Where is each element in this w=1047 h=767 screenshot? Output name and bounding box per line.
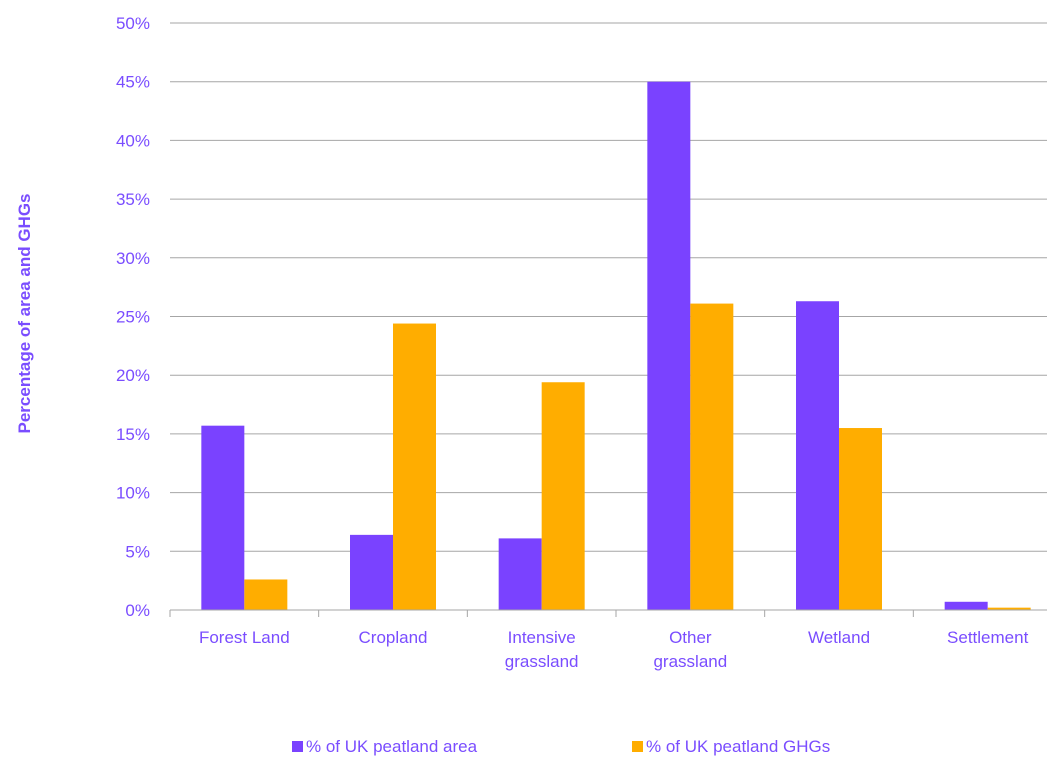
bar: [201, 425, 245, 610]
bar: [244, 579, 288, 610]
legend-swatch: [292, 741, 303, 752]
y-tick-label: 5%: [125, 542, 150, 561]
y-tick-label: 0%: [125, 601, 150, 620]
x-tick-label: Intensive grassland: [505, 628, 579, 671]
y-tick-label: 10%: [116, 484, 150, 503]
bar: [690, 303, 734, 610]
x-tick-label: Forest Land: [199, 628, 290, 647]
bar: [839, 428, 882, 610]
y-tick-label: 30%: [116, 249, 150, 268]
bar: [350, 534, 393, 610]
x-tick-label: Other grassland: [653, 628, 727, 671]
y-tick-label: 25%: [116, 308, 150, 327]
axes: [169, 609, 1047, 617]
x-tick-label: Settlement: [947, 628, 1029, 647]
labels: 0% 5% 10% 15% 20% 25% 30% 35% 40% 45% 50% Forest La…: [15, 14, 1029, 671]
legend-swatch: [632, 741, 643, 752]
y-tick-label: 15%: [116, 425, 150, 444]
legend-label: % of UK peatland area: [306, 737, 478, 756]
y-tick-label: 35%: [116, 190, 150, 209]
y-tick-label: 45%: [116, 73, 150, 92]
x-tick-label: Wetland: [808, 628, 870, 647]
y-tick-label: 50%: [116, 14, 150, 33]
bar: [796, 301, 839, 610]
x-tick-label: Cropland: [359, 628, 428, 647]
bar: [393, 323, 436, 610]
bars: [201, 81, 1031, 610]
y-tick-label: 40%: [116, 131, 150, 150]
y-tick-label: 20%: [116, 366, 150, 385]
legend-label: % of UK peatland GHGs: [646, 737, 830, 756]
bar: [541, 382, 585, 610]
bar: [944, 601, 988, 610]
legend: % of UK peatland area % of UK peatland GH…: [292, 737, 830, 756]
bar: [647, 81, 691, 610]
gridlines: [170, 22, 1047, 552]
bar: [987, 607, 1031, 610]
y-axis-title: Percentage of area and GHGs: [15, 194, 34, 434]
bar: [498, 538, 542, 610]
